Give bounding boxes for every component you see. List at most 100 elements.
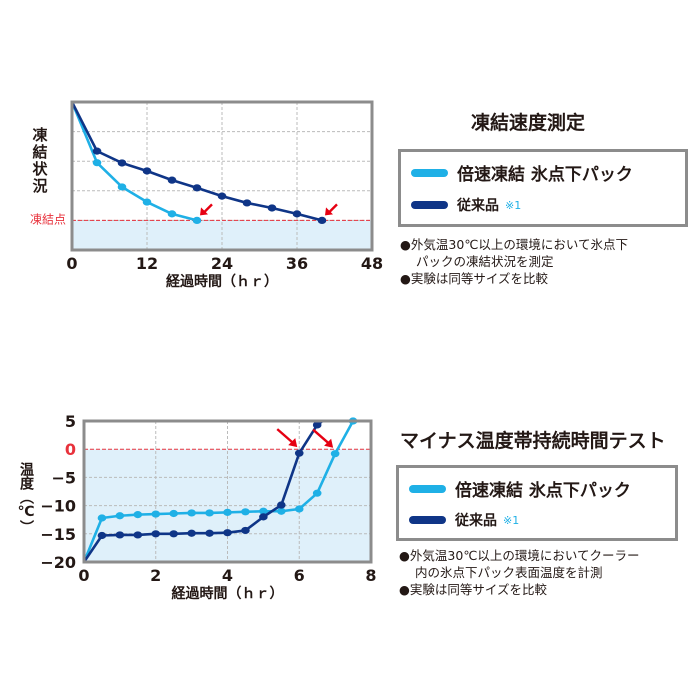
red-arrow-icon — [325, 203, 338, 216]
data-point-fast — [277, 507, 286, 515]
x-tick-label: 4 — [222, 566, 233, 585]
arrow-head — [200, 207, 208, 216]
x-tick-label: 24 — [211, 254, 233, 273]
note-line: ●外気温30℃以上の環境において氷点下 — [400, 237, 628, 252]
legend-item-conventional: 従来品 ※1 — [411, 195, 521, 215]
x-tick-label: 8 — [365, 566, 376, 585]
y-axis-label: 結 — [32, 143, 47, 161]
data-point-conventional — [241, 526, 250, 535]
freeze-point-label: 凍結点 — [30, 212, 66, 226]
note-line: ●外気温30℃以上の環境においてクーラー — [399, 548, 640, 563]
data-point-conventional — [115, 531, 125, 539]
x-tick-label: 0 — [66, 254, 77, 273]
y-tick-label: −20 — [40, 553, 76, 572]
data-point-conventional — [117, 159, 127, 167]
data-point-conventional — [92, 147, 102, 155]
arrow-head — [288, 438, 298, 448]
data-point-fast — [92, 159, 102, 167]
note-line: 内の氷点下パック表面温度を計測 — [415, 565, 603, 580]
data-point-conventional — [187, 529, 196, 537]
y-axis-label: 況 — [32, 177, 47, 195]
legend-item-fast: 倍速凍結 氷点下パック — [409, 476, 631, 501]
x-tick-label: 36 — [286, 254, 308, 273]
chart1-notes: ●外気温30℃以上の環境において氷点下 パックの凍結状況を測定 ●実験は同等サイ… — [400, 236, 628, 287]
plot-frame — [82, 419, 373, 564]
data-point-conventional — [292, 210, 302, 218]
x-tick-label: 12 — [136, 254, 158, 273]
note-line: パックの凍結状況を測定 — [416, 254, 554, 269]
data-point-conventional — [192, 184, 202, 192]
data-point-fast — [223, 508, 232, 516]
x-tick-label: 0 — [78, 566, 89, 585]
data-point-conventional — [217, 192, 227, 200]
data-point-fast — [167, 210, 177, 218]
chart2-notes: ●外気温30℃以上の環境においてクーラー 内の氷点下パック表面温度を計測 ●実験… — [399, 547, 639, 598]
y-axis-label: 温度（℃） — [18, 462, 34, 534]
y-axis-label: 状 — [32, 160, 48, 178]
data-point-fast — [241, 508, 250, 516]
data-point-conventional — [167, 176, 177, 184]
legend-swatch-fast — [409, 484, 446, 493]
data-point-fast — [117, 183, 127, 191]
arrow-shaft — [276, 428, 295, 445]
data-point-conventional — [142, 167, 152, 175]
x-tick-label: 6 — [294, 566, 305, 585]
data-point-conventional — [169, 530, 178, 538]
note-line: ●実験は同等サイズを比較 — [399, 582, 548, 597]
data-point-fast — [169, 509, 178, 518]
data-point-conventional — [267, 204, 277, 212]
data-point-conventional — [294, 449, 304, 457]
legend-swatch-conventional — [411, 201, 448, 209]
data-point-fast — [187, 509, 196, 517]
data-point-fast — [151, 510, 161, 518]
data-point-conventional — [133, 531, 143, 539]
data-point-conventional — [223, 529, 232, 537]
arrow-shaft — [312, 428, 330, 445]
red-arrow-icon — [312, 428, 334, 448]
legend-note-mark: ※1 — [505, 198, 522, 212]
data-point-conventional — [151, 530, 161, 538]
red-arrow-icon — [200, 203, 213, 216]
data-point-conventional — [242, 199, 252, 207]
legend-label-conventional: 従来品 — [455, 513, 497, 529]
x-tick-label: 48 — [361, 254, 383, 273]
legend-label-fast: 倍速凍結 氷点下パック — [455, 481, 631, 501]
data-point-fast — [205, 509, 214, 517]
data-point-conventional — [317, 216, 327, 224]
data-point-conventional — [259, 513, 268, 521]
data-point-conventional — [312, 421, 322, 429]
data-point-fast — [312, 489, 322, 497]
chart1-title: 凍結速度測定 — [471, 112, 586, 134]
data-point-conventional — [97, 531, 107, 540]
data-point-fast — [133, 511, 143, 519]
data-point-fast — [192, 216, 202, 224]
series-line-fast — [70, 101, 198, 222]
data-point-conventional — [205, 529, 214, 537]
y-tick-label: 5 — [65, 412, 76, 431]
x-axis-label: 経過時間（ｈｒ） — [172, 585, 284, 602]
arrow-head — [324, 438, 334, 448]
legend-note-mark: ※1 — [503, 513, 520, 527]
arrow-head — [325, 207, 333, 216]
legend-label-conventional: 従来品 — [457, 198, 499, 214]
series-line-fast — [82, 420, 355, 563]
data-point-fast — [97, 514, 107, 522]
legend-label-fast: 倍速凍結 氷点下パック — [457, 165, 633, 185]
legend-item-fast: 倍速凍結 氷点下パック — [411, 160, 633, 185]
data-point-conventional — [277, 501, 286, 509]
data-point-fast — [259, 507, 268, 515]
data-point-fast — [294, 505, 304, 513]
chart1-legend: 倍速凍結 氷点下パック 従来品 ※1 — [398, 149, 688, 227]
data-point-fast — [142, 198, 152, 206]
data-point-fast — [115, 512, 125, 520]
frozen-zone — [72, 220, 372, 250]
y-axis-label: 凍 — [32, 126, 48, 144]
chart2-title: マイナス温度帯持続時間テスト — [400, 430, 666, 452]
x-tick-label: 2 — [150, 566, 161, 585]
y-tick-label: −10 — [40, 497, 76, 516]
chart2-legend: 倍速凍結 氷点下パック 従来品 ※1 — [396, 465, 678, 541]
y-tick-label: −15 — [40, 525, 76, 544]
red-arrow-icon — [276, 428, 298, 448]
legend-swatch-conventional — [409, 516, 446, 524]
